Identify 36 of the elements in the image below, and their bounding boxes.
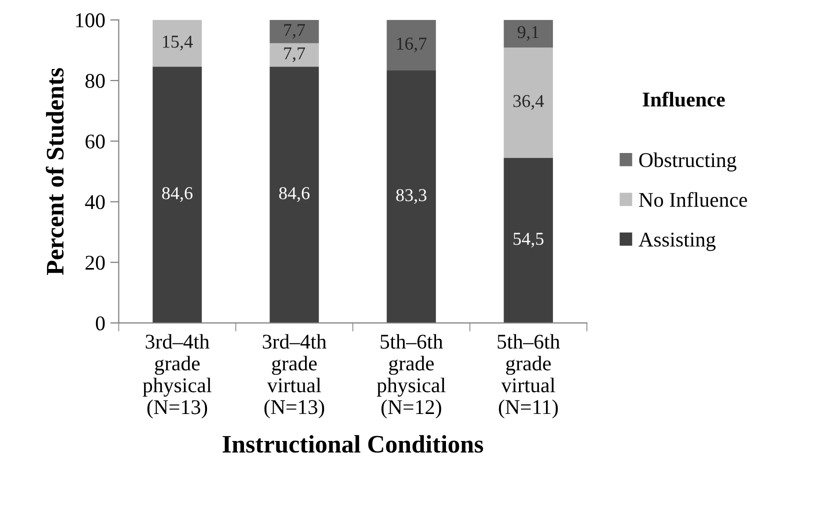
- y-tick-label: 20: [86, 256, 105, 270]
- data-label: 83,3: [396, 189, 426, 204]
- bar: [386, 70, 436, 323]
- data-label: 54,5: [514, 232, 544, 248]
- bar: [152, 66, 202, 323]
- legend-title: Influence: [642, 92, 725, 107]
- bar: [270, 66, 319, 323]
- data-label: 7,7: [284, 24, 306, 39]
- bar: [504, 48, 553, 158]
- data-label: 36,4: [513, 95, 544, 110]
- y-tick-label: 100: [76, 13, 105, 28]
- bar: [386, 20, 436, 71]
- data-label: 84,6: [162, 187, 192, 202]
- y-tick-label: 80: [85, 74, 105, 88]
- bar: [152, 20, 202, 67]
- data-label: 16,7: [397, 38, 427, 52]
- bar: [270, 43, 319, 67]
- x-axis-title: Instructional Conditions: [222, 435, 484, 453]
- y-axis-title: Percent of Students: [46, 68, 64, 275]
- legend-label: Assisting: [638, 232, 716, 251]
- bar: [270, 20, 319, 44]
- x-tick-label: 5th–6th grade physical (N=12): [376, 334, 446, 418]
- data-label: 15,4: [163, 36, 193, 50]
- y-tick-label: 0: [96, 316, 105, 330]
- x-tick-label: 3rd–4th grade physical (N=13): [142, 334, 212, 418]
- y-tick-label: 60: [86, 134, 105, 149]
- data-label: 9,1: [518, 26, 539, 41]
- legend-label: Obstructing: [639, 152, 736, 172]
- x-tick-label: 3rd–4th grade virtual (N=13): [262, 334, 326, 418]
- x-tick-label: 5th–6th grade virtual (N=11): [498, 334, 560, 418]
- y-tick-label: 40: [85, 195, 105, 210]
- legend-label: No Influence: [639, 192, 748, 207]
- bar: [504, 158, 553, 323]
- bar: [504, 20, 553, 48]
- data-label: 7,7: [284, 47, 306, 62]
- data-label: 84,6: [279, 187, 310, 202]
